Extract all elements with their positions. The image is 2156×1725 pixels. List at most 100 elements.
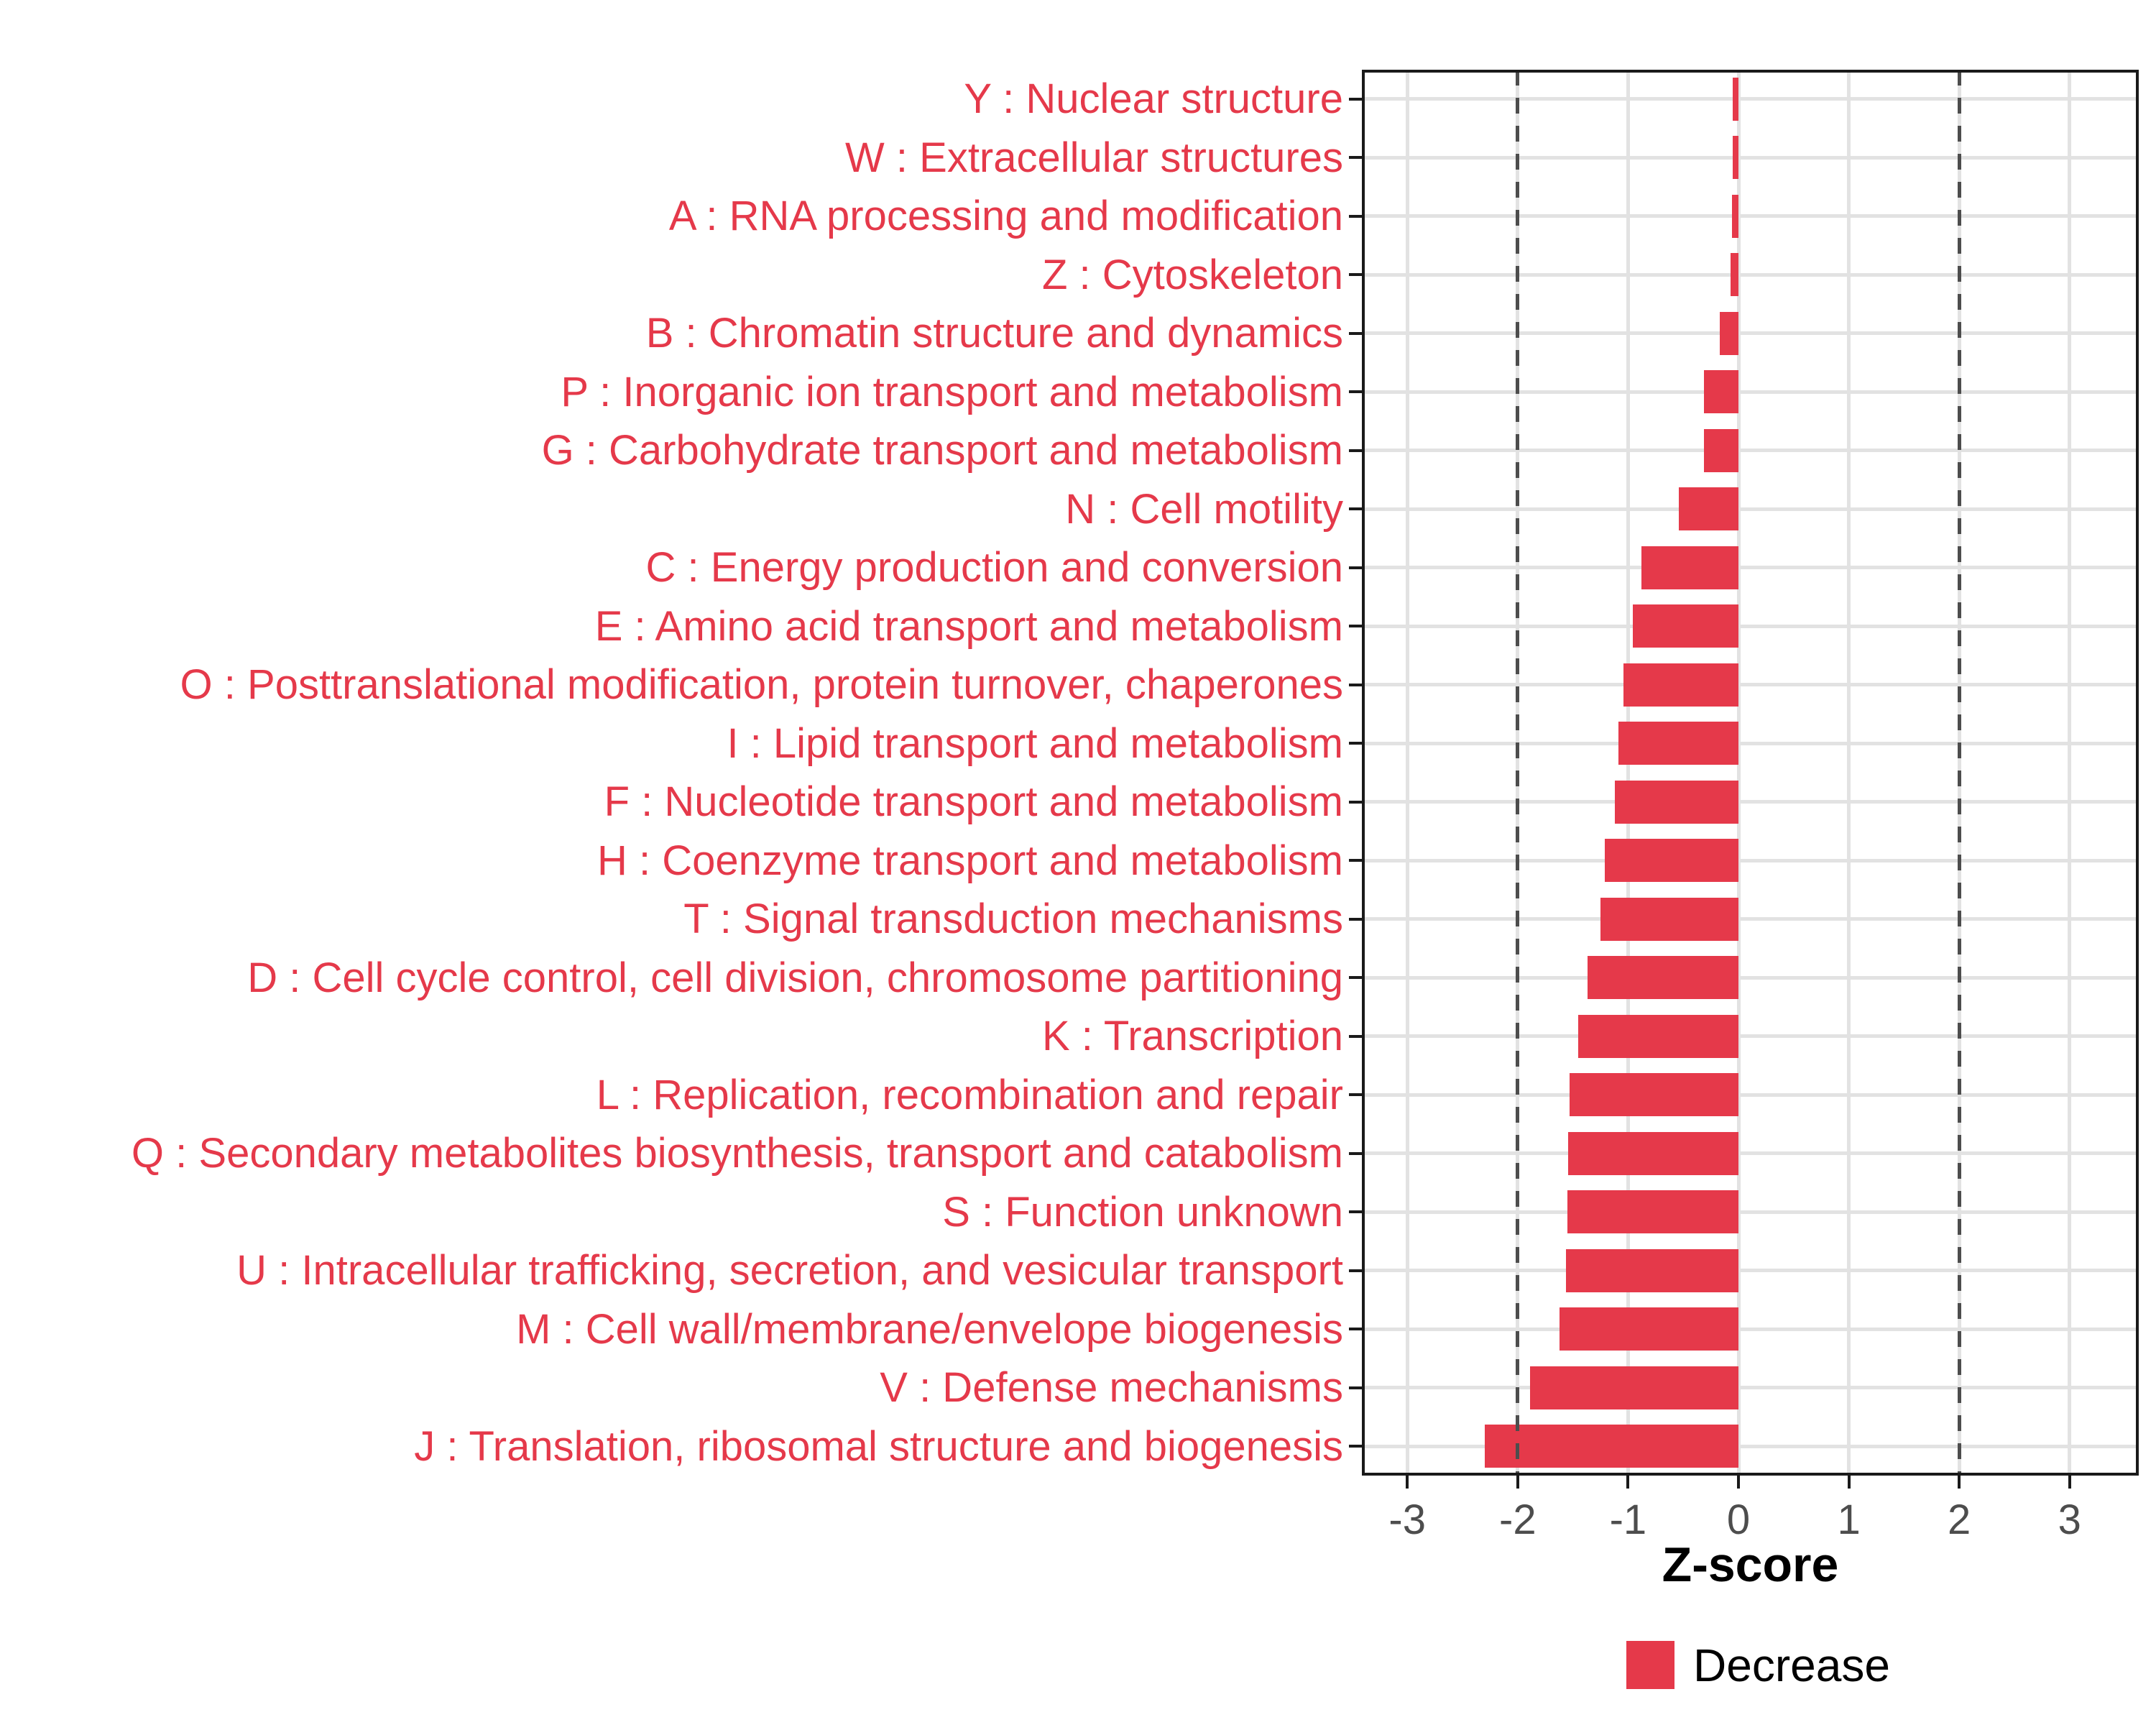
y-axis-label: Z : Cytoskeleton <box>1041 251 1343 298</box>
y-axis-label: A : RNA processing and modification <box>668 193 1343 240</box>
y-tick <box>1349 800 1362 804</box>
y-tick <box>1349 625 1362 628</box>
bar <box>1587 956 1738 1000</box>
reference-line <box>1516 70 1520 1476</box>
x-gridline <box>1626 70 1630 1476</box>
reference-line <box>1957 70 1961 1476</box>
y-gridline <box>1362 800 2139 804</box>
y-axis-label: I : Lipid transport and metabolism <box>727 719 1343 767</box>
legend-key-swatch <box>1626 1641 1674 1689</box>
y-gridline <box>1362 741 2139 745</box>
bar <box>1719 311 1738 355</box>
bar <box>1569 1073 1738 1117</box>
y-gridline <box>1362 1092 2139 1097</box>
y-axis-label: V : Defense mechanisms <box>880 1364 1343 1412</box>
y-gridline <box>1362 390 2139 394</box>
y-axis-label: J : Translation, ribosomal structure and… <box>414 1422 1343 1470</box>
bar <box>1731 253 1738 297</box>
bar <box>1623 663 1738 707</box>
bar <box>1704 428 1738 472</box>
bar <box>1566 1248 1738 1292</box>
y-axis-label: T : Signal transduction mechanisms <box>683 896 1343 943</box>
y-tick <box>1349 1151 1362 1155</box>
y-gridline <box>1362 1151 2139 1156</box>
y-gridline <box>1362 917 2139 921</box>
y-tick <box>1349 683 1362 686</box>
y-gridline <box>1362 155 2139 160</box>
y-tick <box>1349 448 1362 452</box>
y-gridline <box>1362 214 2139 218</box>
y-tick <box>1349 97 1362 101</box>
x-tick <box>1626 1476 1630 1489</box>
y-gridline <box>1362 1327 2139 1331</box>
y-axis-label: O : Posttranslational modification, prot… <box>180 661 1343 709</box>
x-tick-label: -1 <box>1609 1496 1647 1543</box>
y-tick <box>1349 507 1362 511</box>
bar <box>1641 546 1738 589</box>
x-tick-label: -2 <box>1499 1496 1537 1543</box>
y-axis-label: B : Chromatin structure and dynamics <box>645 310 1343 357</box>
y-tick <box>1349 1269 1362 1272</box>
x-tick <box>1847 1476 1851 1489</box>
y-gridline <box>1362 1386 2139 1390</box>
bar <box>1484 1425 1738 1468</box>
legend-label: Decrease <box>1693 1639 1890 1691</box>
y-gridline <box>1362 507 2139 511</box>
y-axis-label: L : Replication, recombination and repai… <box>596 1071 1343 1118</box>
bar <box>1578 1014 1738 1058</box>
bar <box>1733 136 1738 180</box>
x-tick <box>1737 1476 1740 1489</box>
bar <box>1614 780 1738 824</box>
y-tick <box>1349 1386 1362 1389</box>
y-tick <box>1349 742 1362 745</box>
y-tick <box>1349 1093 1362 1097</box>
y-tick <box>1349 214 1362 218</box>
y-tick <box>1349 273 1362 277</box>
x-tick-label: 2 <box>1948 1496 1971 1543</box>
y-axis-label: K : Transcription <box>1041 1013 1343 1060</box>
y-axis-label: Q : Secondary metabolites biosynthesis, … <box>131 1130 1343 1177</box>
x-gridline <box>1847 70 1851 1476</box>
y-axis-label: E : Amino acid transport and metabolism <box>594 602 1343 650</box>
y-tick <box>1349 1445 1362 1448</box>
y-axis-label: F : Nucleotide transport and metabolism <box>604 778 1343 826</box>
y-axis-label: G : Carbohydrate transport and metabolis… <box>541 427 1343 474</box>
y-axis-label: H : Coenzyme transport and metabolism <box>597 837 1343 884</box>
y-gridline <box>1362 1210 2139 1214</box>
bar <box>1568 1131 1738 1175</box>
y-gridline <box>1362 1034 2139 1039</box>
y-axis-label: D : Cell cycle control, cell division, c… <box>247 954 1343 1001</box>
bar <box>1733 77 1738 121</box>
x-gridline <box>1736 70 1741 1476</box>
x-gridline <box>1405 70 1409 1476</box>
y-gridline <box>1362 97 2139 101</box>
y-tick <box>1349 1210 1362 1214</box>
y-tick <box>1349 331 1362 335</box>
bar <box>1679 487 1738 531</box>
y-tick <box>1349 566 1362 569</box>
x-tick-label: 0 <box>1726 1496 1751 1543</box>
bar <box>1529 1366 1738 1409</box>
y-gridline <box>1362 683 2139 687</box>
x-tick-label: -3 <box>1388 1496 1426 1543</box>
y-axis-label: M : Cell wall/membrane/envelope biogenes… <box>516 1305 1343 1353</box>
y-gridline <box>1362 975 2139 980</box>
y-tick <box>1349 1034 1362 1038</box>
y-axis-label: U : Intracellular trafficking, secretion… <box>236 1247 1343 1294</box>
bar <box>1731 194 1738 238</box>
y-tick <box>1349 859 1362 862</box>
panel-border <box>1362 70 2139 1476</box>
bar <box>1600 897 1738 941</box>
y-axis-label: W : Extracellular structures <box>845 134 1343 181</box>
bar <box>1605 839 1738 883</box>
x-gridline <box>2068 70 2072 1476</box>
x-tick <box>1958 1476 1961 1489</box>
y-axis-label: S : Function unknown <box>942 1188 1343 1236</box>
y-tick <box>1349 390 1362 394</box>
x-tick-label: 1 <box>1837 1496 1861 1543</box>
y-axis-label: Y : Nuclear structure <box>964 75 1343 123</box>
x-tick <box>1516 1476 1519 1489</box>
y-gridline <box>1362 858 2139 862</box>
x-tick <box>2068 1476 2071 1489</box>
